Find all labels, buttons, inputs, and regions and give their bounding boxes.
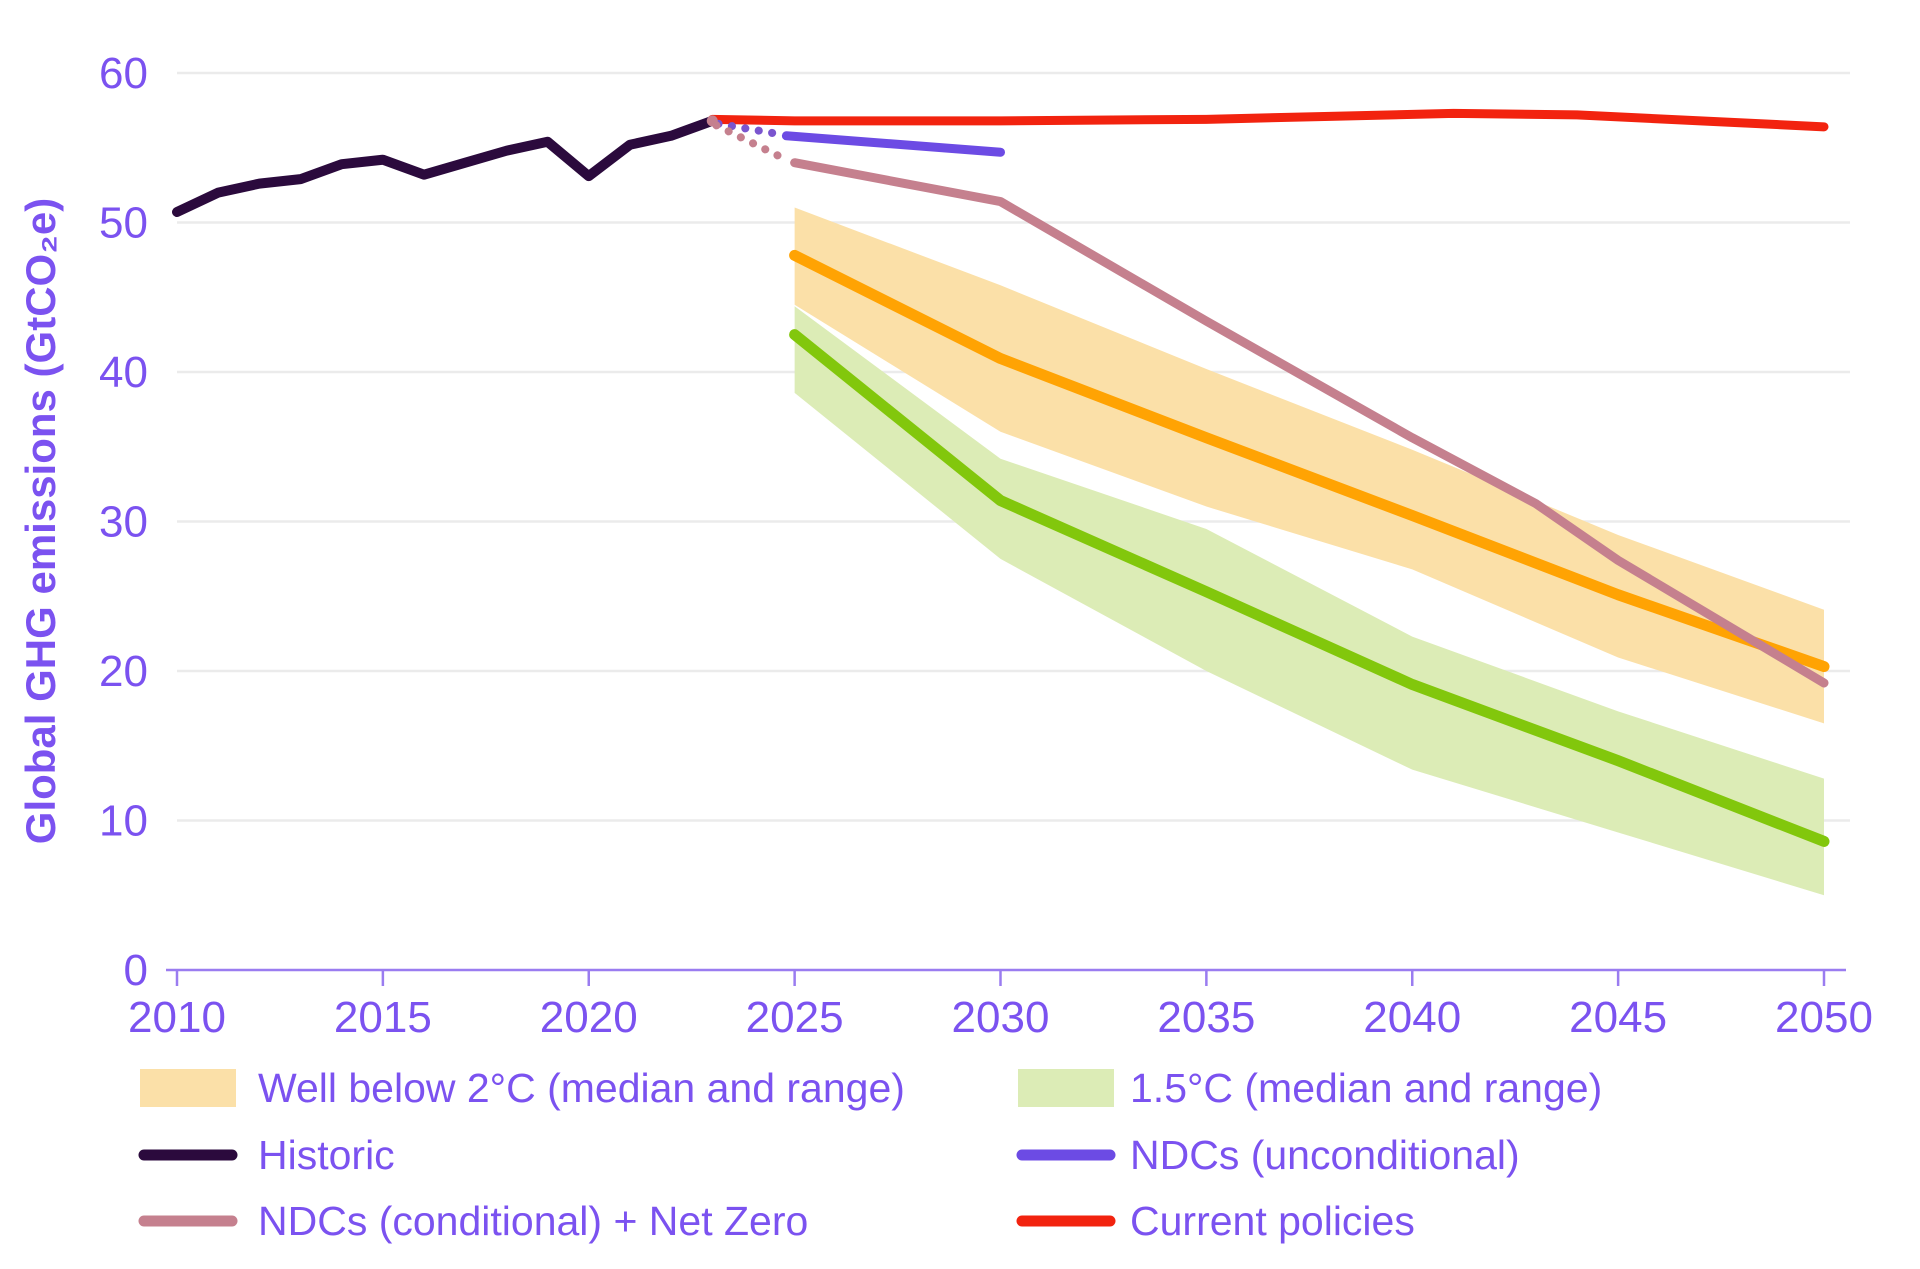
y-tick-label-30: 30 xyxy=(99,498,148,547)
dotted-connector-1 xyxy=(712,121,791,164)
legend-item-3: NDCs (unconditional) xyxy=(1016,1132,1520,1178)
axis-layer xyxy=(166,968,1846,986)
y-tick-label-20: 20 xyxy=(99,647,148,696)
x-tick-label-2045: 2045 xyxy=(1569,993,1667,1042)
legend-label: NDCs (unconditional) xyxy=(1130,1132,1520,1178)
legend: Well below 2°C (median and range) 1.5°C (… xyxy=(138,1065,1602,1244)
legend-item-1: 1.5°C (median and range) xyxy=(1018,1065,1602,1111)
series-c15_median xyxy=(789,329,1830,847)
series-wb2c_median xyxy=(789,249,1830,673)
y-tick-label-40: 40 xyxy=(99,348,148,397)
x-tick-label-2030: 2030 xyxy=(952,993,1050,1042)
band-1-5c xyxy=(794,306,1824,896)
legend-swatch-band xyxy=(1018,1069,1114,1107)
y-tick-label-10: 10 xyxy=(99,797,148,846)
y-axis-title: Global GHG emissions (GtCO₂e) xyxy=(17,198,64,844)
y-tick-label-50: 50 xyxy=(99,199,148,248)
series-layer xyxy=(172,108,1830,847)
legend-item-2: Historic xyxy=(138,1132,395,1178)
legend-label: Well below 2°C (median and range) xyxy=(258,1065,905,1111)
x-tick-label-2025: 2025 xyxy=(746,993,844,1042)
y-tick-label-0: 0 xyxy=(124,946,148,995)
series-ndc_conditional xyxy=(790,158,1829,688)
x-tick-label-2035: 2035 xyxy=(1157,993,1255,1042)
legend-label: Current policies xyxy=(1130,1198,1415,1244)
legend-label: Historic xyxy=(258,1132,395,1178)
legend-item-5: Current policies xyxy=(1016,1198,1415,1244)
series-historic xyxy=(172,115,718,218)
legend-swatch-band xyxy=(140,1069,236,1107)
y-tick-label-60: 60 xyxy=(99,49,148,98)
x-tick-label-2010: 2010 xyxy=(128,993,226,1042)
x-tick-label-2015: 2015 xyxy=(334,993,432,1042)
series-current_policies xyxy=(707,108,1829,132)
series-ndc_unconditional xyxy=(781,131,1005,157)
legend-label: 1.5°C (median and range) xyxy=(1130,1065,1602,1111)
x-tick-label-2020: 2020 xyxy=(540,993,638,1042)
x-tick-label-2040: 2040 xyxy=(1363,993,1461,1042)
legend-item-0: Well below 2°C (median and range) xyxy=(140,1065,905,1111)
band-well-below-2c xyxy=(794,207,1824,724)
dotted-connector-0 xyxy=(714,119,785,139)
band-layer xyxy=(794,207,1824,896)
label-layer: 2010 2015 2020 2025 2030 2035 2040 2045 20500102… xyxy=(17,49,1873,1042)
junction-dot xyxy=(706,115,718,127)
legend-label: NDCs (conditional) + Net Zero xyxy=(258,1198,808,1244)
legend-item-4: NDCs (conditional) + Net Zero xyxy=(138,1198,808,1244)
x-tick-label-2050: 2050 xyxy=(1775,993,1873,1042)
